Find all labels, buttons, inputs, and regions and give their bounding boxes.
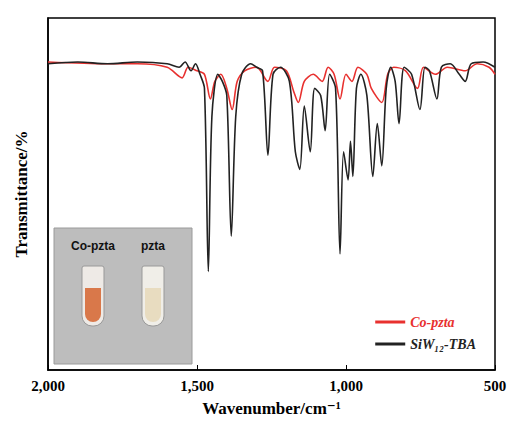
svg-text:Wavenumber/cm⁻¹: Wavenumber/cm⁻¹ — [202, 399, 341, 418]
svg-text:500: 500 — [484, 378, 507, 394]
svg-text:2,000: 2,000 — [31, 378, 65, 394]
svg-text:pzta: pzta — [141, 239, 165, 253]
svg-text:Co-pzta: Co-pzta — [410, 315, 454, 330]
svg-text:1,000: 1,000 — [329, 378, 363, 394]
svg-text:SiW₁₂-TBA: SiW₁₂-TBA — [410, 337, 476, 352]
svg-text:Transmittance/%: Transmittance/% — [12, 130, 31, 257]
svg-text:1,500: 1,500 — [180, 378, 214, 394]
svg-text:Co-pzta: Co-pzta — [71, 239, 115, 253]
